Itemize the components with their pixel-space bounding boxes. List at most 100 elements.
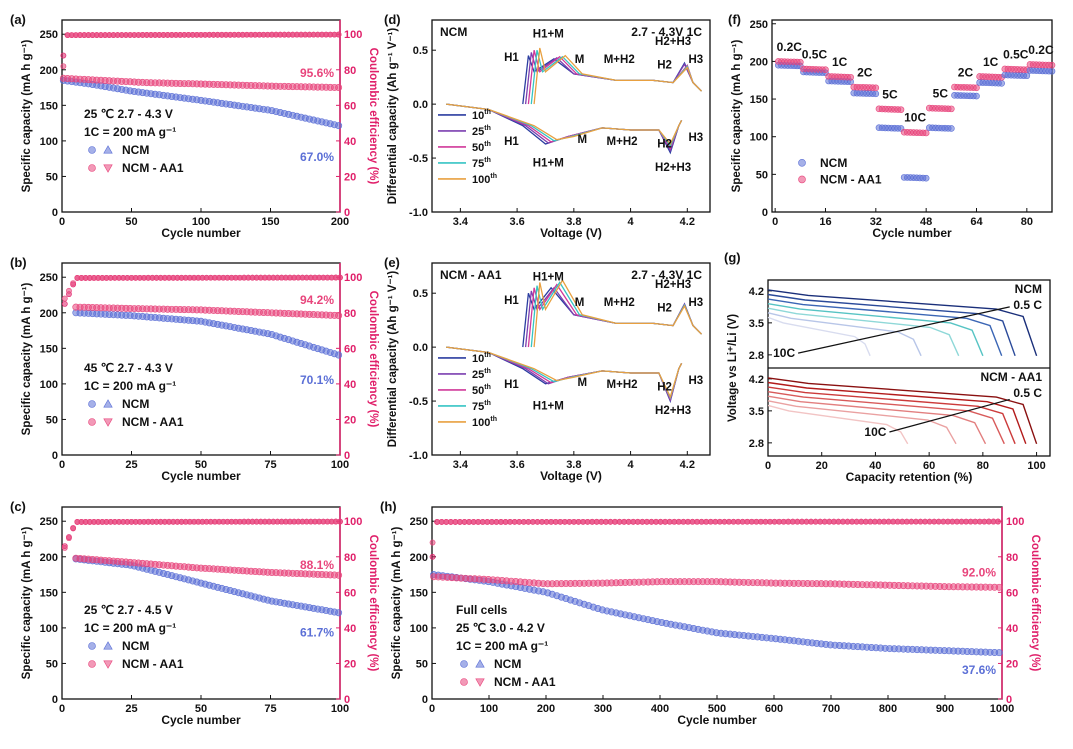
panel-g: 0 20 40 60 80 100 Capacity retention (%) Voltag… xyxy=(724,250,1051,484)
y-tick-label: 150 xyxy=(40,100,58,112)
data-point xyxy=(995,518,1001,525)
y2-tick-label: 0 xyxy=(344,207,350,219)
y2-tick-label: 0 xyxy=(1006,694,1012,706)
plot-frame xyxy=(771,19,1053,213)
peak-label: H3 xyxy=(688,132,703,144)
retention-label: 37.6% xyxy=(962,663,996,677)
y-tick-label: 0.5 xyxy=(413,288,428,300)
x-axis-label: Cycle number xyxy=(872,226,952,240)
x-tick-label: 300 xyxy=(594,703,612,715)
panel-label: (d) xyxy=(384,12,401,27)
peak-label: H1 xyxy=(504,136,519,148)
data-point xyxy=(70,525,77,532)
panel-label: (c) xyxy=(10,499,26,514)
peak-label: M xyxy=(578,134,588,146)
y-tick-label: 50 xyxy=(416,658,428,670)
y-tick-label: 100 xyxy=(410,623,428,635)
voltage-curve xyxy=(767,298,1003,357)
voltage-curve xyxy=(767,289,1038,357)
annotation: 1C = 200 mA g⁻¹ xyxy=(456,639,548,653)
data-point xyxy=(798,159,806,167)
plot-frame xyxy=(431,262,711,456)
voltage-curve xyxy=(767,303,984,357)
x-axis-label: Cycle number xyxy=(161,469,241,483)
x-tick-label: 100 xyxy=(1027,460,1045,472)
curve-charge xyxy=(533,279,702,348)
data-point xyxy=(88,660,96,668)
x-tick-label: 60 xyxy=(923,460,935,472)
y-axis-label: Specific capacity (mA h g⁻¹) xyxy=(21,527,33,680)
data-point xyxy=(103,164,113,173)
data-point xyxy=(335,609,343,617)
peak-label: H3 xyxy=(688,54,703,66)
y2-tick-label: 0 xyxy=(344,450,350,462)
x-tick-label: 80 xyxy=(977,460,989,472)
panel-f: 0 16 32 48 64 80 0 50 100 150 200 250 Cycle number Sp… xyxy=(728,12,1056,240)
data-point xyxy=(922,174,930,182)
peak-label: M xyxy=(575,54,585,66)
y2-tick-label: 100 xyxy=(344,29,362,41)
plot-frame xyxy=(431,19,711,213)
legend-suffix: th xyxy=(484,400,491,407)
peak-label: M+H2 xyxy=(604,297,635,309)
annotation: 1C = 200 mA g⁻¹ xyxy=(84,125,176,139)
legend-label: NCM - AA1 xyxy=(122,415,184,429)
data-point xyxy=(995,583,1003,591)
y-tick-label: -0.5 xyxy=(409,396,428,408)
y-tick-label: 50 xyxy=(46,414,58,426)
x-axis-label: Cycle number xyxy=(677,713,757,727)
y2-tick-label: 60 xyxy=(344,100,356,112)
data-point xyxy=(88,400,96,408)
data-point xyxy=(822,66,829,74)
y2-axis-label: Coulombic efficiency (%) xyxy=(367,48,379,185)
y-tick-label: 3.5 xyxy=(749,406,764,418)
rate-label: 1C xyxy=(832,55,848,69)
data-point xyxy=(998,79,1005,87)
y-tick-label: 250 xyxy=(40,29,58,41)
legend-suffix: th xyxy=(484,157,491,164)
y-tick-label: 3.5 xyxy=(749,318,764,330)
rate-label: 0.5C xyxy=(1003,47,1029,61)
data-point xyxy=(897,106,905,113)
data-point xyxy=(60,63,67,70)
voltage-curve xyxy=(767,377,1038,445)
y-tick-label: 250 xyxy=(410,516,428,528)
data-point xyxy=(948,125,955,132)
curve-discharge xyxy=(446,346,683,399)
rate-label: 5C xyxy=(933,87,949,101)
subplot-name: NCM xyxy=(1015,282,1042,296)
x-tick-label: 1000 xyxy=(990,703,1014,715)
y-tick-label: 100 xyxy=(40,623,58,635)
x-tick-label: 64 xyxy=(970,216,983,228)
arrow-line xyxy=(889,398,1010,433)
peak-label: H1+M xyxy=(533,401,564,413)
y2-tick-label: 100 xyxy=(344,516,362,528)
legend-label: NCM xyxy=(494,657,521,671)
data-point xyxy=(61,544,68,551)
peak-label: H1 xyxy=(504,52,519,64)
legend-label: NCM xyxy=(122,397,149,411)
data-point xyxy=(103,418,113,427)
peak-label: H3 xyxy=(688,297,703,309)
x-tick-label: 100 xyxy=(192,216,210,228)
x-tick-label: 200 xyxy=(537,703,555,715)
peak-label: M xyxy=(578,377,588,389)
panel-title: NCM - AA1 xyxy=(440,268,502,282)
data-point xyxy=(798,175,806,184)
peak-label: H2 xyxy=(657,381,672,393)
x-tick-label: 4.2 xyxy=(680,459,695,471)
retention-label: 88.1% xyxy=(300,558,334,572)
data-point xyxy=(103,145,113,154)
x-tick-label: 900 xyxy=(936,703,954,715)
rate-label: 5C xyxy=(882,87,898,101)
annotation: 1C = 200 mA g⁻¹ xyxy=(84,621,176,635)
y-tick-label: 100 xyxy=(40,379,58,391)
plot-frame xyxy=(61,262,341,456)
panel-label: (h) xyxy=(380,499,397,514)
y-tick-label: 0 xyxy=(422,694,428,706)
data-point xyxy=(103,641,113,650)
y2-tick-label: 60 xyxy=(344,343,356,355)
rate-label: 0.2C xyxy=(1028,43,1054,57)
voltage-curve xyxy=(767,307,960,357)
y-tick-label: 250 xyxy=(750,19,768,31)
